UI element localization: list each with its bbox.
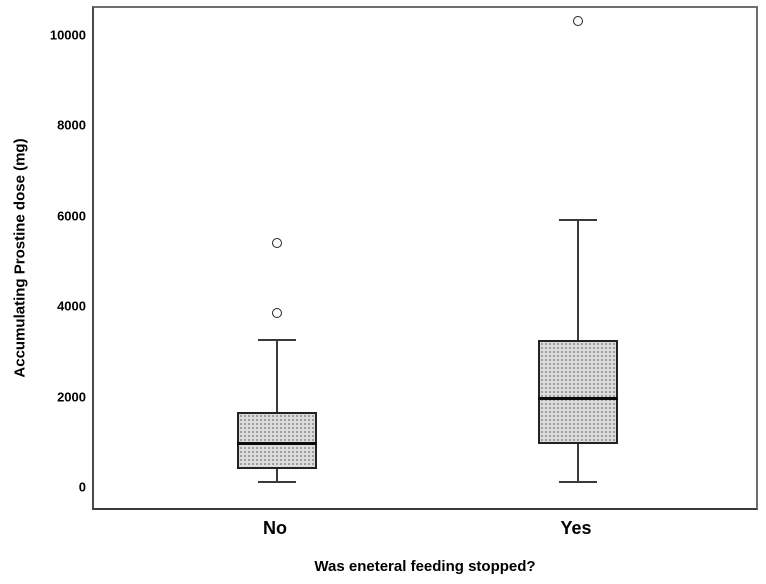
- y-tick-label: 6000: [57, 208, 86, 224]
- y-tick-label: 0: [78, 479, 86, 495]
- median-line-yes: [538, 397, 618, 401]
- whisker-cap-top-no: [258, 338, 296, 341]
- outlier-point-no: [272, 237, 282, 248]
- box-no: [237, 412, 317, 469]
- x-category-label-yes: Yes: [560, 518, 592, 538]
- y-axis-title: Accumulating Prostine dose (mg): [11, 138, 29, 378]
- plot-area: [92, 6, 758, 510]
- y-tick-label: 8000: [57, 117, 86, 133]
- x-axis-title: Was eneteral feeding stopped?: [314, 558, 536, 575]
- box-yes: [538, 339, 618, 444]
- y-tick-label: 10000: [49, 27, 86, 43]
- y-tick-label: 2000: [57, 389, 86, 405]
- outlier-point-yes: [573, 16, 583, 27]
- outlier-point-no: [272, 307, 282, 318]
- whisker-cap-bottom-yes: [559, 481, 597, 484]
- whisker-cap-top-yes: [559, 219, 597, 222]
- median-line-no: [237, 442, 317, 446]
- whisker-line-no: [276, 339, 278, 483]
- y-tick-label: 4000: [57, 298, 86, 314]
- whisker-cap-bottom-no: [258, 481, 296, 484]
- x-category-label-no: No: [263, 518, 287, 538]
